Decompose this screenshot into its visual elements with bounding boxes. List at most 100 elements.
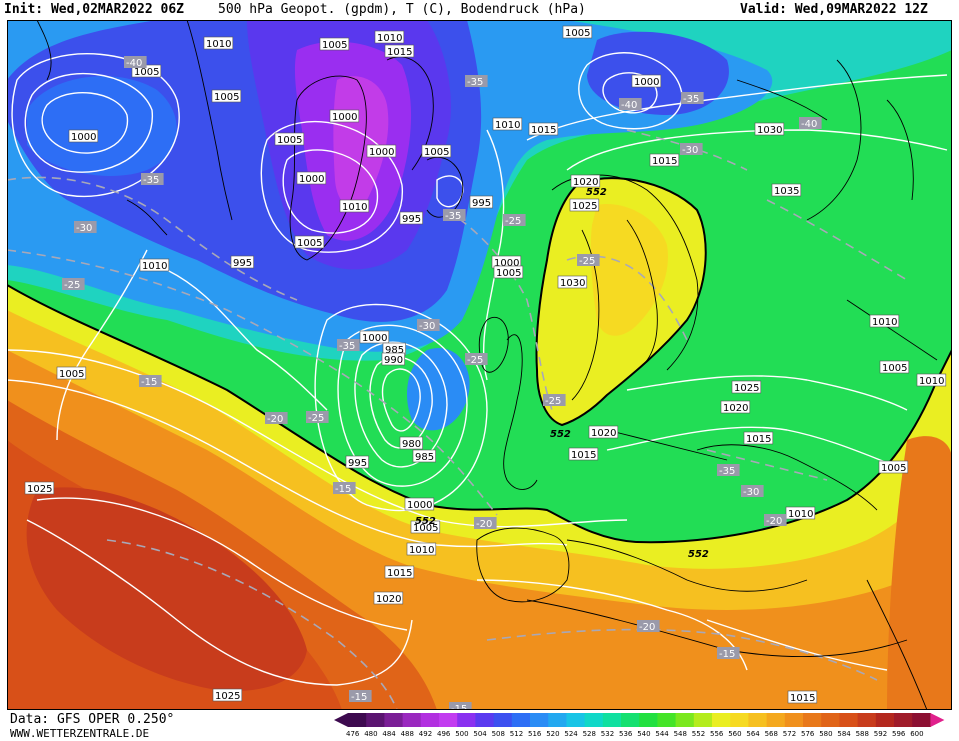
geopotential-label: 552 xyxy=(550,429,571,440)
pressure-label: 1020 xyxy=(376,594,401,605)
pressure-label: 1010 xyxy=(872,317,897,328)
colorbar-cell xyxy=(511,713,531,727)
contour-552 xyxy=(7,284,952,544)
pressure-label-bg xyxy=(406,542,437,556)
colorbar-cell xyxy=(584,713,604,727)
pressure-label-bg xyxy=(274,132,305,146)
pressure-label-bg xyxy=(570,174,601,188)
colorbar-cell xyxy=(894,713,913,727)
temperature-label-bg xyxy=(717,647,740,659)
pressure-labels: 1010 100510101015100510051005100010001000… xyxy=(24,25,947,704)
pressure-label: 1010 xyxy=(342,202,367,213)
pressure-label: 1015 xyxy=(387,47,412,58)
pressure-label: 1000 xyxy=(634,77,659,88)
field-blob-blue xyxy=(27,76,177,176)
temperature-label: -25 xyxy=(545,396,561,407)
pressure-label-bg xyxy=(373,591,404,605)
temperature-label-bg xyxy=(139,375,162,387)
colorbar-left-arrow xyxy=(334,713,348,727)
temperature-label: -25 xyxy=(64,280,80,291)
valid-time: Valid: Wed,09MAR2022 12Z xyxy=(740,2,928,17)
colorbar-cell xyxy=(875,713,895,727)
colorbar-label: 596 xyxy=(892,730,906,738)
temperature-label-bg xyxy=(417,319,440,331)
pressure-label: 995 xyxy=(402,214,421,225)
pressure-label-bg xyxy=(562,25,593,39)
colorbar-label: 600 xyxy=(910,730,923,738)
colorbar-label: 580 xyxy=(819,730,832,738)
pressure-label: 1025 xyxy=(734,383,759,394)
colorbar-cell xyxy=(784,713,804,727)
chart-title: 500 hPa Geopot. (gpdm), T (C), Bodendruc… xyxy=(218,2,586,17)
pressure-label-bg xyxy=(588,425,619,439)
temperature-labels: -40-35-40-35-40-30-35-35 -25-30-25-25-30-… xyxy=(62,56,822,710)
temperature-label-bg xyxy=(577,254,600,266)
pressure-label-bg xyxy=(878,460,909,474)
temperature-label: -35 xyxy=(339,341,355,352)
colorbar-label: 508 xyxy=(492,730,505,738)
temperature-label: -30 xyxy=(743,487,759,498)
colorbar-labels: 476 480 484 488 492 496 500 504 508 512 516 520 524 5… xyxy=(346,730,924,738)
temperature-label: -40 xyxy=(621,100,637,111)
colorbar-cell xyxy=(766,713,786,727)
pressure-label-bg xyxy=(384,565,415,579)
colorbar-cell xyxy=(621,713,640,727)
pressure-label: 1025 xyxy=(27,484,52,495)
pressure-label: 1010 xyxy=(919,376,944,387)
colorbar-cell xyxy=(657,713,677,727)
colorbar-cell xyxy=(366,713,385,727)
colorbar-cell xyxy=(384,713,404,727)
colorbar-cell xyxy=(602,713,622,727)
temperature-label-bg xyxy=(443,209,466,221)
pressure-label-bg xyxy=(869,314,900,328)
colorbar-label: 500 xyxy=(455,730,468,738)
pressure-label: 1000 xyxy=(494,258,519,269)
pressure-label: 1005 xyxy=(413,523,438,534)
pressure-label: 980 xyxy=(402,439,421,450)
colorbar-label: 588 xyxy=(856,730,869,738)
pressure-label-bg xyxy=(399,211,423,225)
geopotential-label: 552 xyxy=(586,187,607,198)
pressure-label-bg xyxy=(211,89,242,103)
coastlines xyxy=(36,20,938,710)
pressure-label: 1025 xyxy=(215,691,240,702)
pressure-label-bg xyxy=(381,352,405,366)
pressure-label: 1000 xyxy=(362,333,387,344)
temperature-label-bg xyxy=(619,98,642,110)
pressure-label: 1015 xyxy=(571,450,596,461)
pressure-label-bg xyxy=(294,235,325,249)
pressure-label-bg xyxy=(469,195,493,209)
pressure-label: 1000 xyxy=(71,132,96,143)
geopotential-labels: 552 552 552 552 xyxy=(415,187,709,560)
temperature-label-bg xyxy=(637,620,660,632)
pressure-label: 1020 xyxy=(573,177,598,188)
pressure-label-bg xyxy=(345,455,369,469)
pressure-label: 1005 xyxy=(297,238,322,249)
colorbar-cell xyxy=(530,713,549,727)
pressure-label: 1000 xyxy=(369,147,394,158)
pressure-label-bg xyxy=(649,153,680,167)
colorbar-label: 548 xyxy=(674,730,687,738)
colorbar-label: 568 xyxy=(765,730,778,738)
temperature-label: -15 xyxy=(141,377,157,388)
pressure-label-bg xyxy=(410,520,441,534)
pressure-label: 1010 xyxy=(142,261,167,272)
colorbar-cell xyxy=(348,713,367,727)
pressure-label-bg xyxy=(139,258,170,272)
colorbar-label: 476 xyxy=(346,730,360,738)
colorbar-cell xyxy=(839,713,859,727)
geopotential-label: 552 xyxy=(415,516,436,527)
field-blob-blue3 xyxy=(407,348,470,431)
pressure-label: 1015 xyxy=(531,125,556,136)
pressure-label: 1005 xyxy=(565,28,590,39)
temperature-label: -20 xyxy=(639,622,655,633)
colorbar-cell xyxy=(803,713,822,727)
pressure-label: 1015 xyxy=(790,693,815,704)
colorbar-label: 592 xyxy=(874,730,887,738)
temperature-label: -15 xyxy=(451,704,467,710)
colorbar-cell xyxy=(475,713,495,727)
pressure-label: 985 xyxy=(415,452,434,463)
colorbar-cell xyxy=(712,713,731,727)
colorbar-cell xyxy=(402,713,422,727)
field-magenta xyxy=(333,76,389,208)
